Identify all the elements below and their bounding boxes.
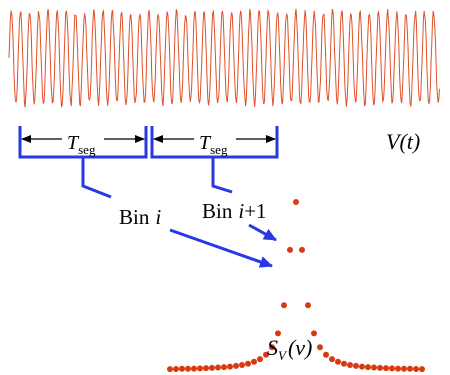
spectrum-point — [269, 344, 275, 351]
bin-i-label: Bin i — [119, 205, 161, 229]
spectrum-point — [419, 366, 425, 373]
spectrum-point — [245, 360, 251, 367]
spectrum-point — [323, 351, 329, 358]
spectrum-points — [167, 199, 425, 373]
spectrum-point — [293, 199, 299, 205]
spectrum-point — [179, 365, 185, 372]
spectrum-point — [335, 358, 341, 365]
spectrum-point — [167, 366, 173, 373]
spectrum-point — [287, 246, 293, 253]
bin-i-plus-1-label: Bin i+1 — [202, 199, 267, 223]
voltage-time-signal — [8, 8, 440, 109]
spectrum-point — [341, 360, 347, 367]
spectrum-point — [227, 363, 233, 370]
spectrum-point — [401, 365, 407, 372]
spectrum-point — [215, 364, 221, 371]
segment-duration-label-i-plus-1: Tseg — [199, 132, 228, 157]
spectrum-point — [275, 330, 281, 337]
spectrum-point — [257, 356, 263, 363]
spectrum-point — [173, 366, 179, 372]
spectrum-point — [407, 365, 413, 372]
spectrum-point — [197, 365, 203, 372]
connector-segment-i-to-bin-label — [81, 157, 112, 199]
spectrum-point — [359, 363, 365, 370]
spectrum-point — [347, 362, 353, 368]
spectrum-point — [317, 344, 323, 351]
arrow-bin-i1-to-point — [248, 223, 277, 242]
spectrum-point — [191, 365, 197, 372]
spectrum-point — [389, 365, 395, 372]
spectrum-point — [377, 364, 383, 371]
spectrum-point — [413, 366, 419, 372]
segment-duration-label-i: Tseg — [67, 132, 96, 157]
spectrum-point — [263, 351, 269, 358]
arrow-bin-i-to-point — [169, 228, 273, 268]
spectrum-point — [329, 356, 335, 363]
spectrum-label: SV(ν) — [267, 335, 312, 363]
spectrum-point — [221, 364, 227, 371]
spectrum-point — [209, 364, 215, 371]
spectrum-point — [311, 330, 317, 337]
spectrum-point — [371, 364, 377, 371]
spectrum-point — [251, 358, 257, 365]
spectrum-point — [233, 362, 239, 369]
spectrum-point — [299, 246, 305, 253]
spectrum-point — [239, 362, 245, 368]
signal-label: V(t) — [386, 129, 420, 154]
spectrum-point — [281, 302, 287, 309]
spectrum-point — [365, 364, 371, 371]
spectrum-point — [395, 365, 401, 372]
spectrum-point — [353, 362, 359, 369]
spectrum-point — [185, 365, 191, 372]
connector-segment-i1-to-bin-label — [211, 157, 233, 194]
spectrum-point — [305, 302, 311, 309]
spectrum-point — [383, 365, 389, 372]
spectrum-point — [203, 365, 209, 372]
